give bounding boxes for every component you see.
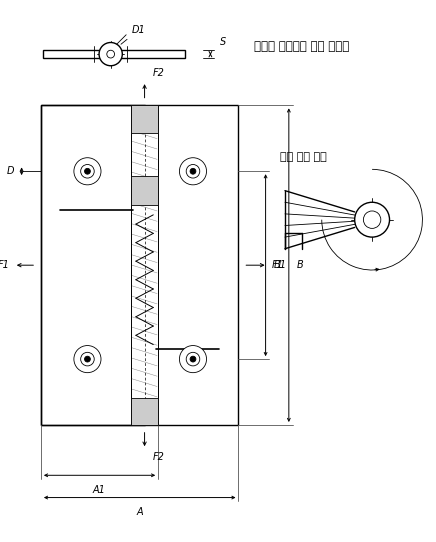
Circle shape (85, 356, 90, 362)
Circle shape (99, 42, 123, 66)
Circle shape (180, 346, 207, 373)
Text: 도어 회전 방향: 도어 회전 방향 (280, 152, 327, 162)
Circle shape (180, 158, 207, 185)
Text: 클로징 스프링이 있는 힌지들: 클로징 스프링이 있는 힌지들 (254, 40, 349, 53)
Circle shape (74, 158, 101, 185)
Text: S: S (220, 37, 226, 47)
Text: B1: B1 (273, 260, 286, 270)
Bar (131, 398, 158, 425)
Text: F2: F2 (152, 68, 164, 79)
Bar (131, 176, 158, 205)
Text: B: B (296, 260, 303, 270)
Bar (131, 106, 158, 425)
Circle shape (74, 346, 101, 373)
Bar (131, 106, 158, 133)
Bar (117, 50, 185, 58)
Circle shape (85, 169, 90, 174)
Text: F1: F1 (271, 260, 283, 270)
Circle shape (354, 202, 389, 237)
Text: D1: D1 (121, 25, 146, 44)
Circle shape (190, 356, 196, 362)
Circle shape (107, 50, 115, 58)
Text: F2: F2 (152, 452, 164, 462)
Text: A1: A1 (92, 485, 106, 495)
Circle shape (190, 169, 196, 174)
Bar (43, 50, 111, 58)
Circle shape (186, 165, 200, 178)
Text: F1: F1 (0, 260, 10, 270)
Circle shape (186, 352, 200, 366)
Circle shape (81, 352, 94, 366)
Text: A: A (136, 507, 143, 517)
Text: D: D (7, 166, 14, 176)
Bar (41, 106, 145, 425)
Circle shape (363, 211, 381, 228)
Circle shape (81, 165, 94, 178)
Bar (41, 106, 238, 425)
